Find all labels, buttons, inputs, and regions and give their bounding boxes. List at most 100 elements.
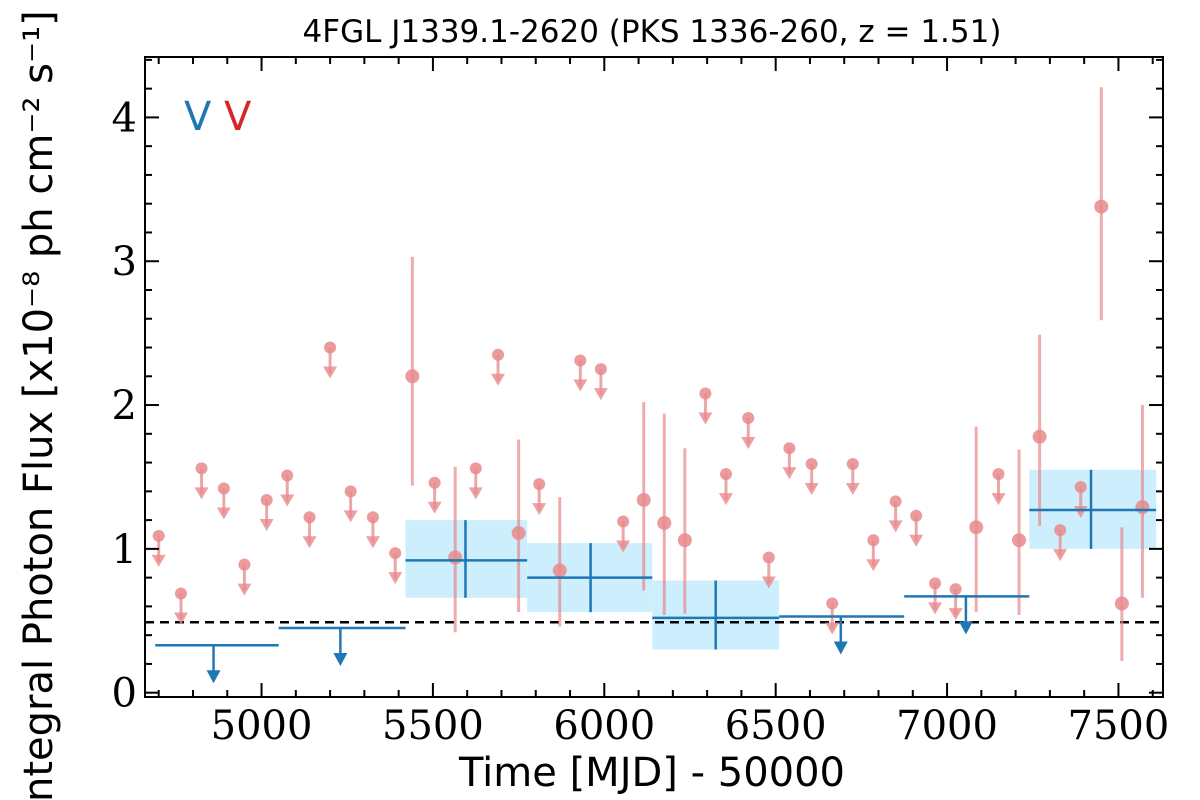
- axes: 5000 5500 6000 6500 7000 7500 0 1 2 3 4: [112, 56, 1170, 749]
- upper-limit-arrow: [741, 436, 756, 449]
- upper-limit-point: [574, 354, 587, 367]
- upper-limit-point: [344, 485, 357, 498]
- upper-limit-arrow: [532, 503, 547, 516]
- upper-limit-arrow: [1053, 549, 1068, 562]
- binned-limit-arrow: [833, 641, 848, 655]
- upper-limit-point: [428, 476, 441, 489]
- detection-point: [677, 533, 692, 548]
- upper-limit-point: [826, 597, 839, 610]
- upper-limit-arrow: [280, 494, 295, 507]
- detection-point: [511, 526, 526, 541]
- upper-limit-point: [217, 482, 230, 495]
- upper-limit-arrow: [216, 507, 231, 520]
- upper-limit-arrow: [173, 612, 188, 625]
- upper-limit-arrow: [782, 467, 797, 480]
- upper-limit-arrow: [302, 536, 317, 549]
- y-axis-title: Integral Photon Flux [x10⁻⁸ ph cm⁻² s⁻¹]: [16, 10, 62, 800]
- upper-limit-arrow: [804, 483, 819, 496]
- upper-limit-arrow: [991, 493, 1006, 506]
- upper-limit-point: [889, 495, 902, 508]
- x-tick-label: 7000: [896, 703, 998, 749]
- upper-limit-point: [699, 387, 712, 400]
- upper-limit-arrow: [343, 510, 358, 523]
- upper-limit-arrow: [573, 379, 588, 392]
- upper-limit-arrow: [491, 373, 506, 386]
- y-tick-label: 4: [112, 95, 137, 141]
- upper-limit-arrow: [593, 388, 608, 401]
- binned-limit-arrow: [333, 652, 348, 666]
- x-tick-label: 6500: [725, 703, 827, 749]
- detection-point: [1135, 500, 1150, 515]
- detection-point: [1114, 596, 1129, 611]
- upper-limit-point: [1074, 481, 1087, 494]
- upper-limit-arrow: [909, 534, 924, 547]
- upper-limit-arrow: [928, 602, 943, 615]
- detection-point: [405, 369, 420, 384]
- upper-limit-point: [594, 363, 607, 376]
- detection-point: [636, 492, 651, 507]
- detection-point: [1094, 199, 1109, 214]
- binned-limit-arrow: [958, 621, 973, 635]
- upper-limit-arrow: [825, 622, 840, 635]
- x-tick-label: 7500: [1068, 703, 1170, 749]
- upper-limit-point: [492, 348, 505, 361]
- upper-limit-point: [805, 458, 818, 471]
- upper-limit-arrow: [698, 412, 713, 425]
- binned-limit-arrow: [206, 670, 221, 684]
- detection-point: [1012, 533, 1027, 548]
- y-tick-label: 2: [112, 383, 137, 429]
- upper-limit-point: [469, 462, 482, 475]
- chart-title: 4FGL J1339.1-2620 (PKS 1336-260, z = 1.5…: [303, 14, 1002, 50]
- y-tick-label: 1: [112, 527, 137, 573]
- upper-limit-point: [1054, 524, 1067, 537]
- upper-limit-arrow: [323, 366, 338, 379]
- upper-limit-arrow: [845, 483, 860, 496]
- upper-limit-point: [389, 547, 402, 560]
- legend: V V: [184, 94, 252, 140]
- upper-limit-point: [366, 511, 379, 524]
- upper-limit-arrow: [427, 501, 442, 514]
- upper-limit-point: [324, 341, 337, 354]
- upper-limit-arrow: [388, 572, 403, 585]
- upper-limit-arrow: [194, 487, 209, 500]
- upper-limit-arrow: [948, 608, 963, 621]
- upper-limit-point: [281, 469, 294, 482]
- legend-glyph-blue: V: [184, 94, 212, 140]
- plot-area: [145, 87, 1163, 684]
- detection-point: [448, 550, 463, 565]
- upper-limit-arrow: [365, 536, 380, 549]
- legend-glyph-red: V: [224, 94, 252, 140]
- upper-limit-point: [742, 411, 755, 424]
- upper-limit-arrow: [151, 554, 166, 567]
- x-tick-label: 5000: [211, 703, 313, 749]
- upper-limit-arrow: [616, 540, 631, 553]
- upper-limit-arrow: [468, 487, 483, 500]
- x-axis-title: Time [MJD] - 50000: [458, 750, 845, 796]
- upper-limit-point: [910, 509, 923, 522]
- upper-limit-point: [260, 493, 273, 506]
- upper-limit-arrow: [866, 559, 881, 572]
- upper-limit-point: [762, 551, 775, 564]
- detection-point: [552, 563, 567, 578]
- detection-point: [1032, 429, 1047, 444]
- upper-limit-point: [617, 515, 630, 528]
- y-tick-label: 3: [112, 239, 137, 285]
- y-tick-label: 0: [112, 671, 137, 717]
- upper-limit-arrow: [761, 576, 776, 589]
- upper-limit-point: [949, 583, 962, 596]
- x-tick-label: 5500: [382, 703, 484, 749]
- upper-limit-point: [992, 468, 1005, 481]
- upper-limit-point: [533, 478, 546, 491]
- upper-limit-point: [195, 462, 208, 475]
- upper-limit-arrow: [237, 583, 252, 596]
- detection-point: [657, 515, 672, 530]
- upper-limit-point: [174, 587, 187, 600]
- upper-limit-arrow: [718, 493, 733, 506]
- upper-limit-point: [846, 458, 859, 471]
- upper-limit-point: [929, 577, 942, 590]
- upper-limit-arrow: [259, 518, 274, 531]
- upper-limit-point: [152, 529, 165, 542]
- detection-point: [969, 520, 984, 535]
- x-tick-label: 6000: [553, 703, 655, 749]
